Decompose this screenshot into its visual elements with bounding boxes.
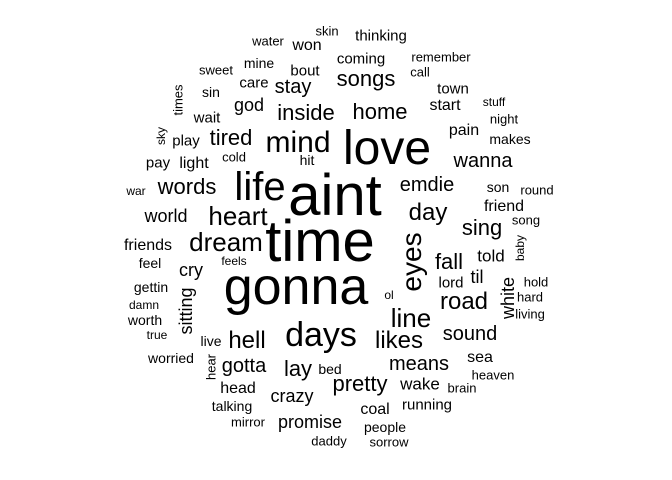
word-gonna: gonna: [223, 258, 369, 316]
word-cold: cold: [222, 149, 246, 165]
word-son: son: [486, 179, 510, 195]
word-promise: promise: [277, 412, 343, 432]
word-crazy: crazy: [270, 386, 314, 406]
word-round: round: [520, 182, 554, 198]
word-stay: stay: [274, 76, 312, 98]
word-days: days: [285, 316, 357, 354]
word-likes: likes: [374, 327, 424, 354]
word-sound: sound: [442, 323, 498, 345]
word-til: til: [470, 267, 484, 287]
word-sitting: sitting: [176, 287, 196, 335]
word-inside: inside: [277, 100, 335, 125]
word-ol: ol: [384, 288, 394, 302]
word-heart: heart: [208, 201, 268, 231]
word-sea: sea: [467, 349, 493, 366]
word-mine: mine: [243, 55, 275, 71]
word-home: home: [352, 99, 408, 124]
word-emdie: emdie: [399, 174, 455, 196]
word-call: call: [410, 64, 430, 80]
word-worth: worth: [127, 312, 163, 328]
word-eyes: eyes: [396, 232, 427, 292]
word-worried: worried: [148, 350, 194, 366]
word-true: true: [146, 328, 168, 342]
word-live: live: [200, 333, 222, 349]
word-line: line: [390, 303, 432, 333]
word-talking: talking: [211, 398, 253, 414]
word-coming: coming: [336, 50, 386, 68]
word-sorrow: sorrow: [369, 434, 409, 450]
word-coal: coal: [360, 401, 390, 418]
word-lord: lord: [438, 274, 464, 292]
word-love: love: [342, 122, 432, 175]
word-night: night: [489, 111, 519, 127]
word-feels: feels: [221, 254, 247, 268]
word-brain: brain: [447, 380, 477, 396]
word-words: words: [157, 174, 217, 199]
word-gettin: gettin: [133, 279, 169, 295]
word-lay: lay: [283, 356, 313, 381]
word-friends: friends: [123, 237, 173, 254]
word-hard: hard: [516, 289, 544, 305]
word-head: head: [220, 380, 256, 397]
word-cry: cry: [179, 260, 203, 280]
word-times: times: [170, 84, 186, 116]
word-sweet: sweet: [199, 62, 233, 78]
word-sky: sky: [154, 127, 168, 145]
word-play: play: [172, 132, 200, 150]
word-damn: damn: [128, 298, 160, 312]
word-sing: sing: [461, 215, 503, 240]
word-bed: bed: [318, 361, 342, 377]
word-pretty: pretty: [332, 371, 388, 396]
word-gotta: gotta: [221, 355, 267, 377]
word-song: song: [511, 212, 541, 228]
word-friend: friend: [483, 198, 525, 215]
word-care: care: [239, 74, 269, 92]
word-life: life: [234, 165, 286, 209]
word-thinking: thinking: [355, 27, 407, 45]
word-god: god: [233, 95, 265, 115]
word-day: day: [408, 199, 448, 226]
word-wake: wake: [400, 374, 440, 394]
word-hear: hear: [203, 353, 219, 381]
word-fall: fall: [434, 249, 464, 274]
word-daddy: daddy: [311, 433, 347, 449]
word-sin: sin: [202, 84, 220, 100]
word-living: living: [515, 306, 545, 322]
word-baby: baby: [513, 234, 527, 262]
word-water: water: [252, 33, 284, 49]
word-pain: pain: [448, 122, 480, 139]
word-won: won: [292, 37, 322, 54]
word-running: running: [401, 396, 453, 414]
word-heaven: heaven: [471, 367, 515, 383]
word-skin: skin: [315, 23, 339, 39]
word-mind: mind: [265, 126, 331, 159]
word-remember: remember: [411, 49, 471, 65]
word-war: war: [126, 184, 146, 198]
word-time: time: [265, 209, 375, 274]
word-hold: hold: [523, 274, 549, 290]
word-road: road: [439, 288, 489, 315]
word-hell: hell: [228, 327, 266, 354]
word-town: town: [437, 80, 469, 98]
word-tired: tired: [209, 125, 253, 150]
word-songs: songs: [336, 66, 396, 91]
word-hit: hit: [299, 152, 315, 168]
word-world: world: [144, 206, 188, 226]
word-means: means: [388, 353, 450, 375]
word-light: light: [179, 155, 209, 172]
word-pay: pay: [145, 154, 171, 172]
word-told: told: [477, 246, 505, 266]
word-people: people: [363, 419, 407, 435]
word-bout: bout: [290, 62, 320, 80]
word-stuff: stuff: [482, 95, 506, 109]
word-wait: wait: [193, 109, 221, 127]
word-mirror: mirror: [231, 414, 265, 430]
word-aint: aint: [288, 163, 382, 228]
word-dream: dream: [189, 227, 263, 257]
word-wanna: wanna: [453, 150, 513, 172]
word-feel: feel: [138, 255, 162, 271]
word-makes: makes: [489, 131, 531, 147]
word-start: start: [429, 97, 461, 114]
